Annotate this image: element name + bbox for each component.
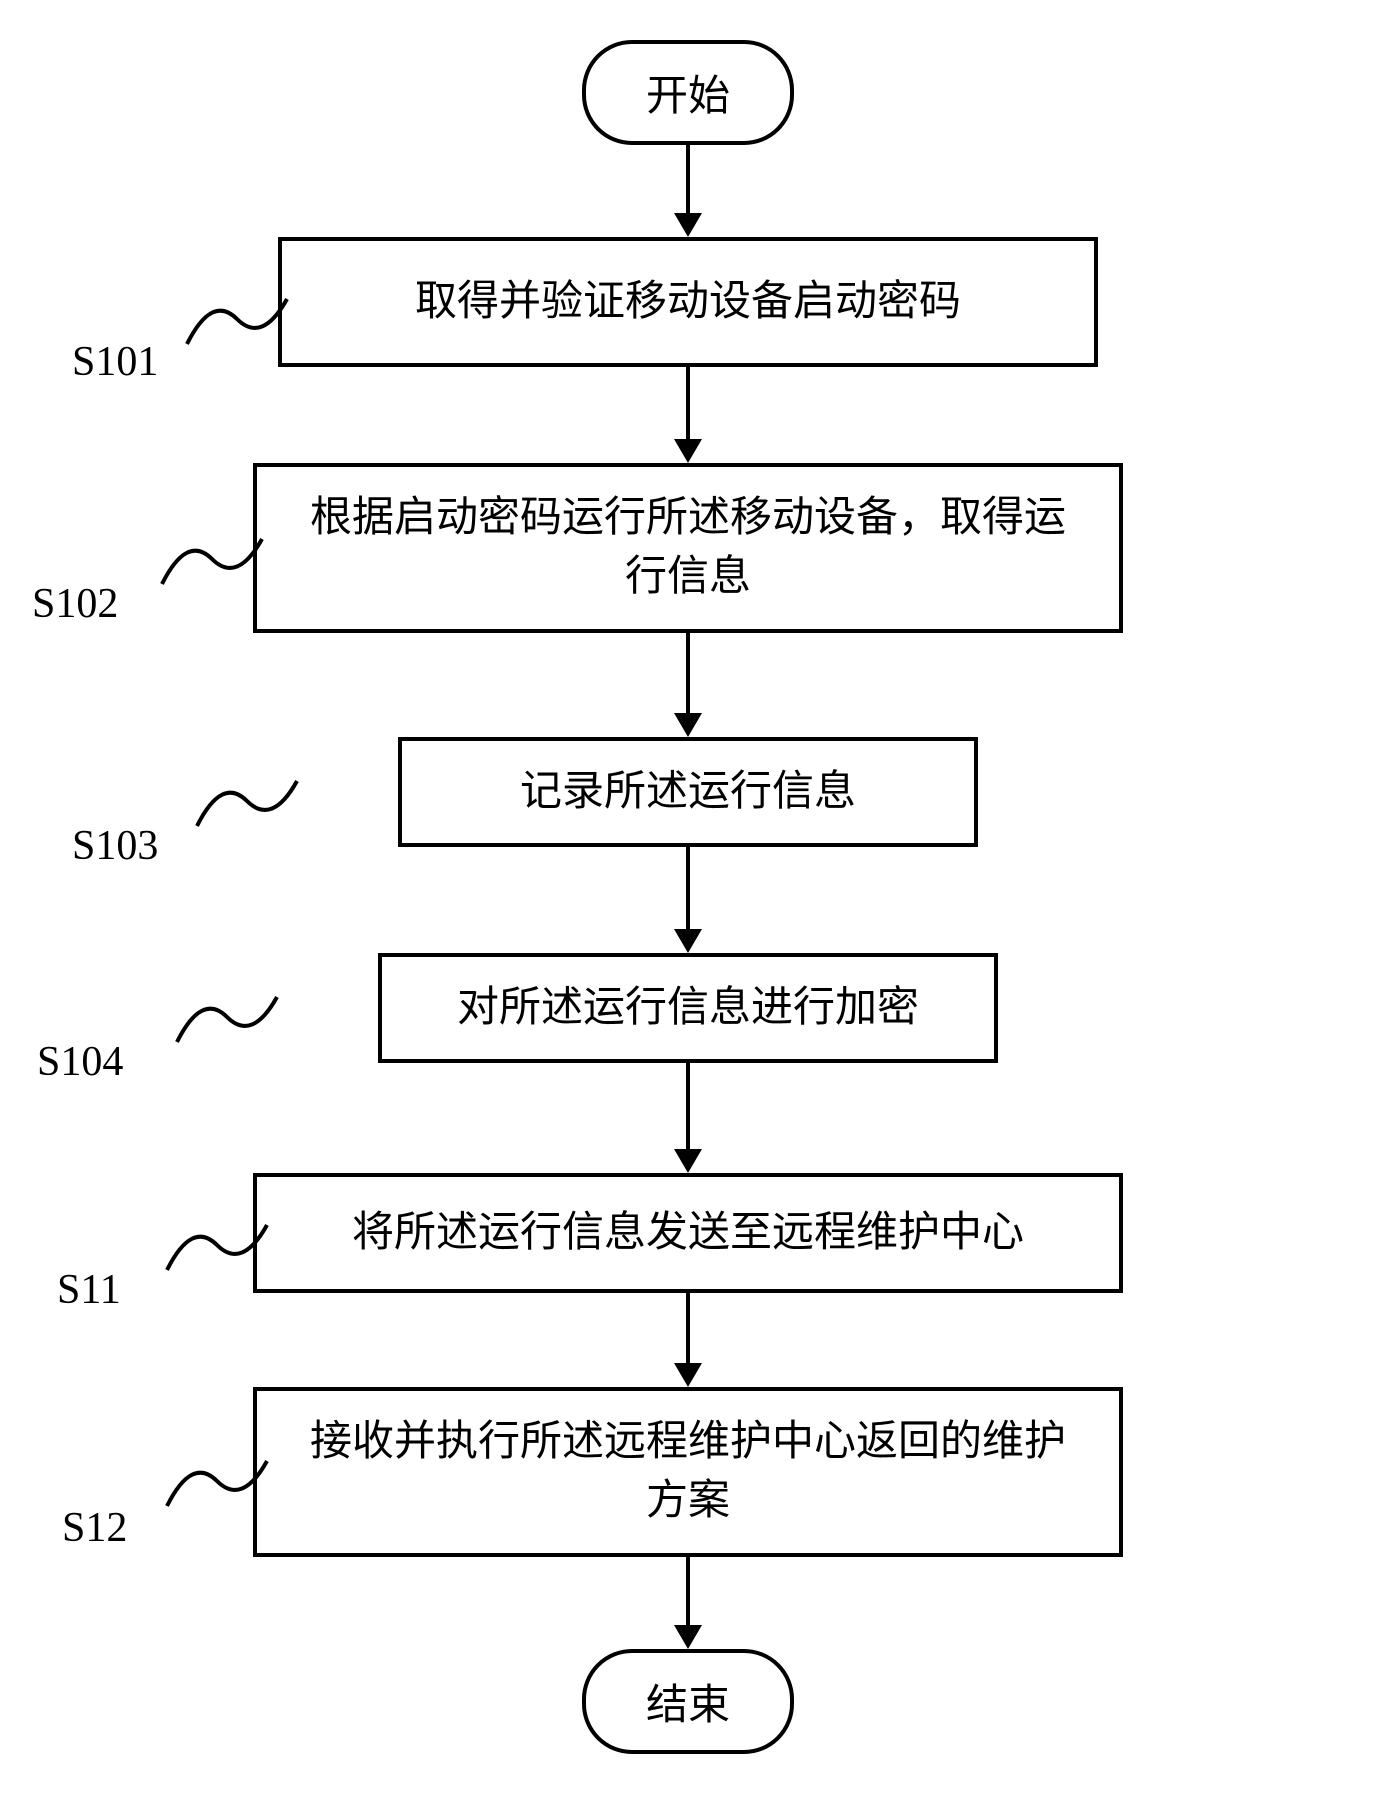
- end-terminator: 结束: [582, 1649, 794, 1754]
- process-text-line2: 行信息: [310, 548, 1066, 607]
- flowchart: 开始 取得并验证移动设备启动密码 S101 根据启动密码运行所述移动设备，取得运…: [253, 40, 1123, 1754]
- process-text-line1: 根据启动密码运行所述移动设备，取得运: [310, 489, 1066, 548]
- arrow-line: [686, 633, 690, 713]
- arrow-head-icon: [674, 1625, 702, 1649]
- arrow-line: [686, 1557, 690, 1625]
- arrow-head-icon: [674, 439, 702, 463]
- arrow-line: [686, 1293, 690, 1363]
- arrow: [674, 1063, 702, 1173]
- process-s103: 记录所述运行信息 S103: [398, 737, 978, 847]
- process-s101: 取得并验证移动设备启动密码 S101: [278, 237, 1098, 367]
- arrow-line: [686, 367, 690, 439]
- process-text: 将所述运行信息发送至远程维护中心: [352, 1204, 1024, 1263]
- arrow: [674, 145, 702, 237]
- step-tail-icon: [192, 771, 302, 831]
- arrow-head-icon: [674, 713, 702, 737]
- step-label: S104: [37, 1033, 123, 1092]
- arrow: [674, 847, 702, 953]
- step-tail-icon: [182, 289, 292, 349]
- process-text-line1: 接收并执行所述远程维护中心返回的维护: [310, 1413, 1066, 1472]
- arrow-line: [686, 847, 690, 929]
- process-s102: 根据启动密码运行所述移动设备，取得运 行信息 S102: [253, 463, 1123, 633]
- start-terminator: 开始: [582, 40, 794, 145]
- step-tail-icon: [157, 529, 267, 589]
- arrow-head-icon: [674, 1363, 702, 1387]
- arrow: [674, 367, 702, 463]
- process-text: 对所述运行信息进行加密: [457, 979, 919, 1038]
- step-label: S12: [62, 1499, 127, 1558]
- step-label: S102: [32, 575, 118, 634]
- process-text: 记录所述运行信息: [520, 763, 856, 822]
- arrow-head-icon: [674, 1149, 702, 1173]
- step-tail-icon: [162, 1451, 272, 1511]
- step-label: S101: [72, 333, 158, 392]
- process-text-line2: 方案: [310, 1472, 1066, 1531]
- step-label: S103: [72, 817, 158, 876]
- arrow-head-icon: [674, 213, 702, 237]
- step-tail-icon: [162, 1215, 272, 1275]
- arrow: [674, 633, 702, 737]
- start-text: 开始: [646, 62, 730, 123]
- process-text: 取得并验证移动设备启动密码: [415, 273, 961, 332]
- arrow: [674, 1293, 702, 1387]
- process-s104: 对所述运行信息进行加密 S104: [378, 953, 998, 1063]
- step-label: S11: [57, 1261, 121, 1320]
- process-s11: 将所述运行信息发送至远程维护中心 S11: [253, 1173, 1123, 1293]
- arrow-head-icon: [674, 929, 702, 953]
- arrow: [674, 1557, 702, 1649]
- arrow-line: [686, 1063, 690, 1149]
- end-text: 结束: [646, 1671, 730, 1732]
- step-tail-icon: [172, 987, 282, 1047]
- arrow-line: [686, 145, 690, 213]
- process-s12: 接收并执行所述远程维护中心返回的维护 方案 S12: [253, 1387, 1123, 1557]
